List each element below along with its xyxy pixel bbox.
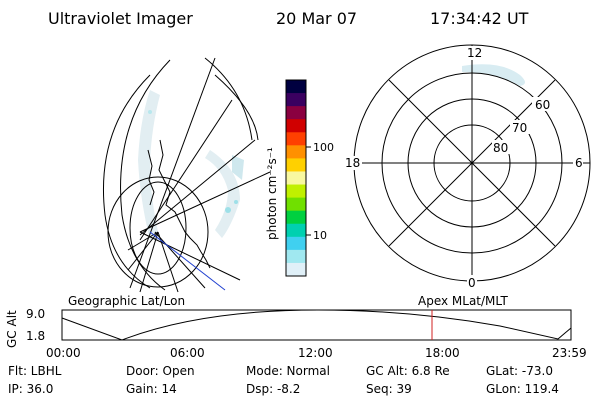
colorbar-cell [286, 184, 306, 199]
colorbar-cell [286, 171, 306, 186]
colorbar-cell [286, 132, 306, 146]
aurora-emission [138, 90, 244, 240]
polar-label-18: 18 [345, 156, 360, 170]
status-seq: Seq: 39 [366, 382, 412, 396]
status-door: Door: Open [126, 364, 195, 378]
timeline-right-title: Apex MLat/MLT [418, 294, 508, 308]
polar-lat-70: 70 [512, 121, 527, 135]
colorbar-cell [286, 197, 306, 212]
x-tick-1800: 18:00 [425, 346, 460, 360]
x-tick-1200: 12:00 [298, 346, 333, 360]
polar-label-12: 12 [467, 46, 482, 60]
status-filter: Flt: LBHL [8, 364, 62, 378]
altitude-curve [61, 309, 572, 341]
colorbar-cell [286, 223, 306, 238]
coastline [158, 139, 211, 269]
colorbar-cell [286, 158, 306, 172]
colorbar-cell [286, 262, 306, 277]
polar-label-0: 0 [468, 276, 476, 290]
polar-label-6: 6 [575, 156, 583, 170]
colorbar-cell [286, 80, 306, 94]
colorbar-cell [286, 93, 306, 107]
colorbar-cell [286, 236, 306, 251]
timeline-left-title: Geographic Lat/Lon [68, 294, 185, 308]
y-tick-low: 1.8 [26, 329, 45, 343]
polar-lat-80: 80 [493, 141, 508, 155]
colorbar-unit-label: photon cm⁻²s⁻¹ [265, 147, 279, 240]
status-ip: IP: 36.0 [8, 382, 54, 396]
altitude-timeline: Geographic Lat/Lon Apex MLat/MLT 9.0 1.8… [5, 294, 587, 360]
colorbar: 100 10 photon cm⁻²s⁻¹ [265, 79, 334, 277]
geographic-map [102, 57, 271, 293]
y-tick-high: 9.0 [26, 307, 45, 321]
status-gain: Gain: 14 [126, 382, 177, 396]
status-gc-alt: GC Alt: 6.8 Re [366, 364, 450, 378]
time-label: 17:34:42 UT [430, 9, 529, 28]
status-mode: Mode: Normal [246, 364, 330, 378]
colorbar-cell [286, 145, 306, 159]
colorbar-tick-100: 100 [313, 141, 334, 154]
terminator-line [149, 231, 226, 291]
x-tick-0000: 00:00 [46, 346, 81, 360]
y-axis-label: GC Alt [5, 310, 19, 348]
status-glon: GLon: 119.4 [486, 382, 559, 396]
status-glat: GLat: -73.0 [486, 364, 553, 378]
polar-lat-60: 60 [535, 98, 550, 112]
colorbar-cell [286, 210, 306, 225]
colorbar-cell [286, 249, 306, 264]
status-dsp: Dsp: -8.2 [246, 382, 301, 396]
instrument-title: Ultraviolet Imager [48, 9, 193, 28]
x-tick-0600: 06:00 [170, 346, 205, 360]
colorbar-cell [286, 119, 306, 133]
colorbar-tick-10: 10 [313, 229, 327, 242]
colorbar-cell [286, 106, 306, 120]
date-label: 20 Mar 07 [276, 9, 357, 28]
polar-plot: 12 18 6 0 60 70 80 [344, 44, 591, 290]
x-tick-2359: 23:59 [552, 346, 587, 360]
